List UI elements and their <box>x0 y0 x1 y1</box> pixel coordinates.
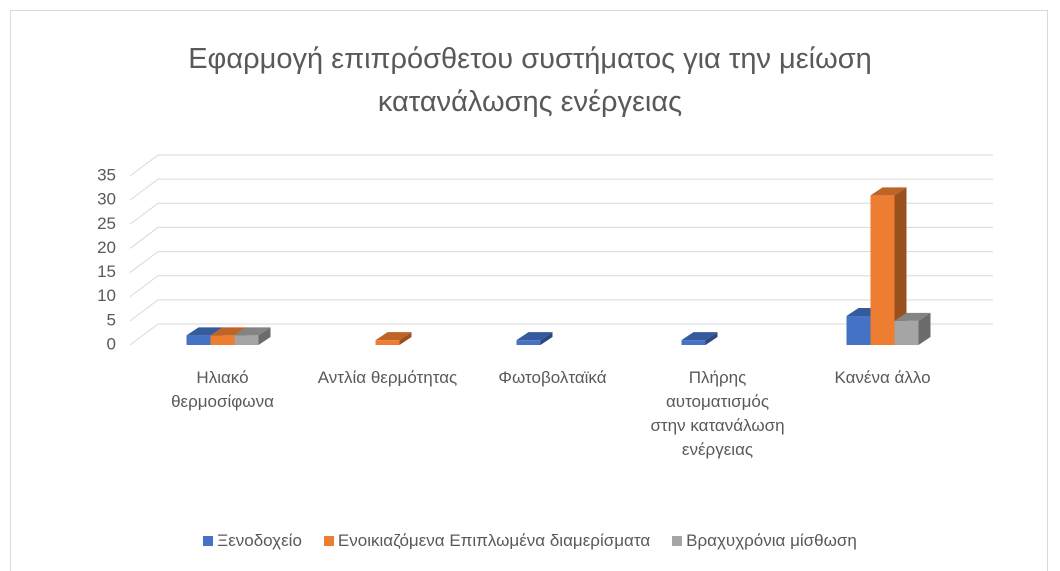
chart-border <box>10 10 1048 571</box>
bar-front <box>894 320 919 345</box>
x-tick-label: Πλήρης αυτοματισμός στην κατανάλωση ενέρ… <box>650 368 785 459</box>
bar-front <box>210 335 235 345</box>
bar-front <box>516 340 541 345</box>
bar <box>870 187 907 345</box>
legend-swatch <box>323 536 334 546</box>
bar-front <box>846 316 871 345</box>
y-tick-label: 15 <box>97 262 116 281</box>
legend-item: Ξενοδοχείο <box>203 531 302 551</box>
y-tick-label: 30 <box>97 190 116 209</box>
x-tick-label: Κανένα άλλο <box>834 368 931 387</box>
grid-line <box>129 299 993 322</box>
grid-line <box>129 251 993 273</box>
bar-front <box>234 335 259 345</box>
bar-side <box>399 332 412 345</box>
y-tick-label: 20 <box>97 238 116 257</box>
legend: Ξενοδοχείο Ενοικιαζόμενα Επιπλωμένα διαμε… <box>0 531 1060 551</box>
legend-label: Βραχυχρόνια μίσθωση <box>686 531 857 550</box>
legend-swatch <box>203 536 214 546</box>
y-tick-label: 10 <box>97 286 116 305</box>
y-tick-label: 5 <box>107 310 116 329</box>
x-tick-label: Φωτοβολταϊκά <box>498 368 607 387</box>
bar <box>894 312 931 345</box>
legend-item: Ενοικιαζόμενα Επιπλωμένα διαμερίσματα <box>323 531 651 551</box>
bar <box>375 332 412 345</box>
grid-line <box>129 178 993 201</box>
bar-side <box>258 327 271 345</box>
grid-line <box>129 202 993 225</box>
grid-line <box>129 275 993 298</box>
grid-line <box>129 154 993 177</box>
legend-swatch <box>672 536 683 546</box>
grid-line <box>129 323 993 346</box>
bar-front <box>375 340 400 345</box>
bar <box>681 332 718 345</box>
legend-label: Ενοικιαζόμενα Επιπλωμένα διαμερίσματα <box>337 531 651 550</box>
bar-front <box>681 340 706 345</box>
bar-side <box>705 332 718 345</box>
y-tick-label: 25 <box>97 214 116 233</box>
bar <box>234 327 271 345</box>
bar-side <box>918 312 931 345</box>
chart-title: Εφαρμογή επιπρόσθετου συστήματος για την… <box>188 43 872 118</box>
bar-front <box>870 195 895 345</box>
grid-line <box>129 226 993 249</box>
bar-front <box>186 335 211 345</box>
y-tick-label: 35 <box>97 165 116 184</box>
legend-item: Βραχυχρόνια μίσθωση <box>672 531 857 551</box>
bar-side <box>894 187 907 345</box>
legend-label: Ξενοδοχείο <box>217 531 302 550</box>
bar-side <box>540 332 553 345</box>
bar <box>516 332 553 345</box>
x-tick-label: Αντλία θερμότητας <box>317 368 458 387</box>
y-tick-label: 0 <box>107 334 116 353</box>
x-tick-label: Ηλιακό θερμοσίφωνα <box>171 368 274 411</box>
